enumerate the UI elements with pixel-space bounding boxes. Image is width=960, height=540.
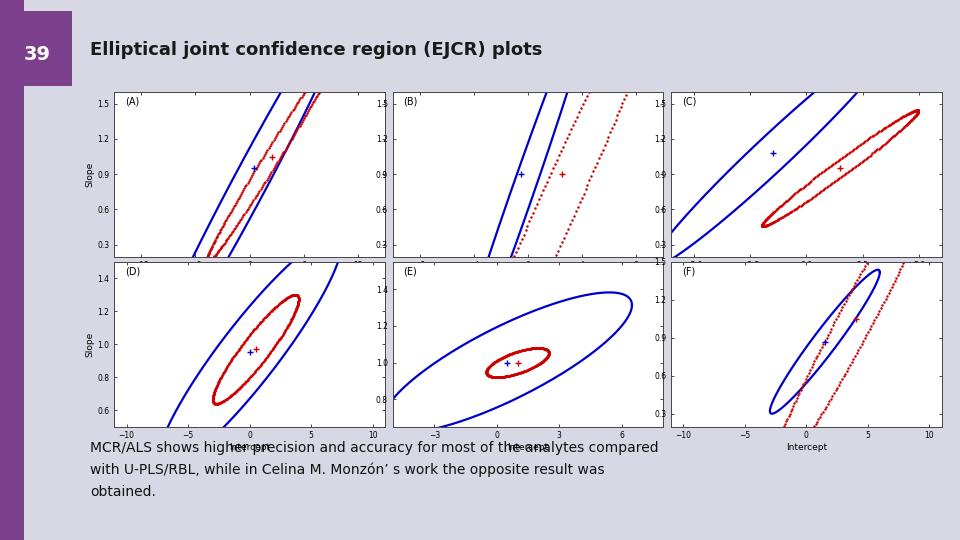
Text: (A): (A): [125, 97, 139, 107]
Y-axis label: Slope: Slope: [85, 332, 94, 357]
Text: (E): (E): [403, 267, 418, 277]
Text: 39: 39: [24, 45, 51, 64]
X-axis label: Intercept: Intercept: [229, 443, 270, 452]
Text: MCR/ALS shows higher precision and accuracy for most of the analytes compared
wi: MCR/ALS shows higher precision and accur…: [90, 441, 659, 499]
Text: (B): (B): [403, 97, 418, 107]
Text: (F): (F): [682, 267, 695, 277]
Text: (D): (D): [125, 267, 140, 277]
Y-axis label: Slope: Slope: [85, 161, 94, 187]
X-axis label: Intercept: Intercept: [786, 443, 827, 452]
Text: Elliptical joint confidence region (EJCR) plots: Elliptical joint confidence region (EJCR…: [90, 41, 542, 59]
Text: (C): (C): [682, 97, 696, 107]
X-axis label: Intercept: Intercept: [508, 443, 548, 452]
